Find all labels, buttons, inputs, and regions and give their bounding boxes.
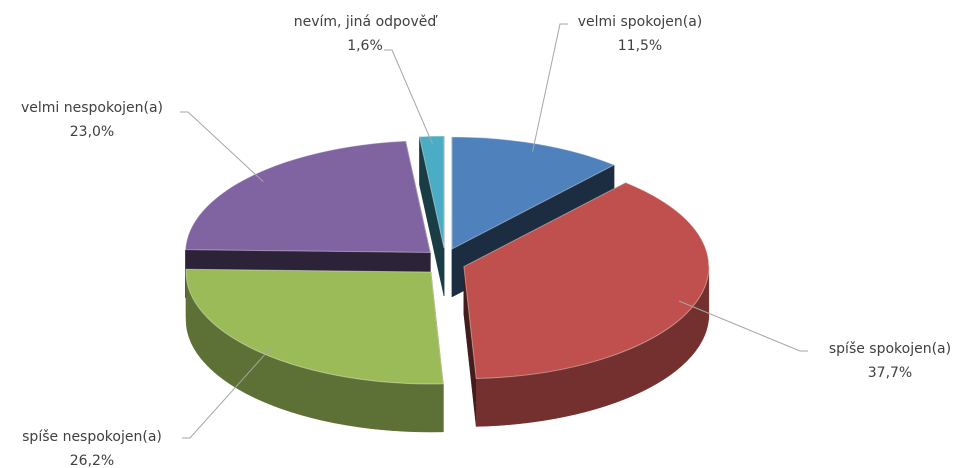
leader-line [678, 300, 808, 352]
slice-side [419, 136, 445, 297]
leader-line [180, 111, 264, 183]
slice [418, 135, 445, 249]
slice-label: velmi nespokojen(a) [21, 100, 163, 116]
slice [463, 182, 710, 379]
leader-line [384, 49, 434, 145]
slice [451, 136, 616, 250]
slice-label: velmi spokojen(a) [578, 14, 703, 30]
leader-line [182, 346, 273, 439]
slice-value-label: 1,6% [347, 38, 383, 54]
slice [184, 140, 431, 253]
pie [184, 135, 710, 433]
slice [185, 268, 444, 385]
leader-line [532, 23, 568, 152]
slice-value-label: 23,0% [70, 124, 114, 140]
slice-label: nevím, jiná odpověď [294, 14, 439, 30]
slice-value-label: 37,7% [868, 365, 912, 381]
slice-value-label: 11,5% [618, 38, 662, 54]
slice-value-label: 26,2% [70, 453, 114, 468]
slice-label: spíše nespokojen(a) [22, 429, 162, 445]
slice-label: spíše spokojen(a) [829, 341, 951, 357]
